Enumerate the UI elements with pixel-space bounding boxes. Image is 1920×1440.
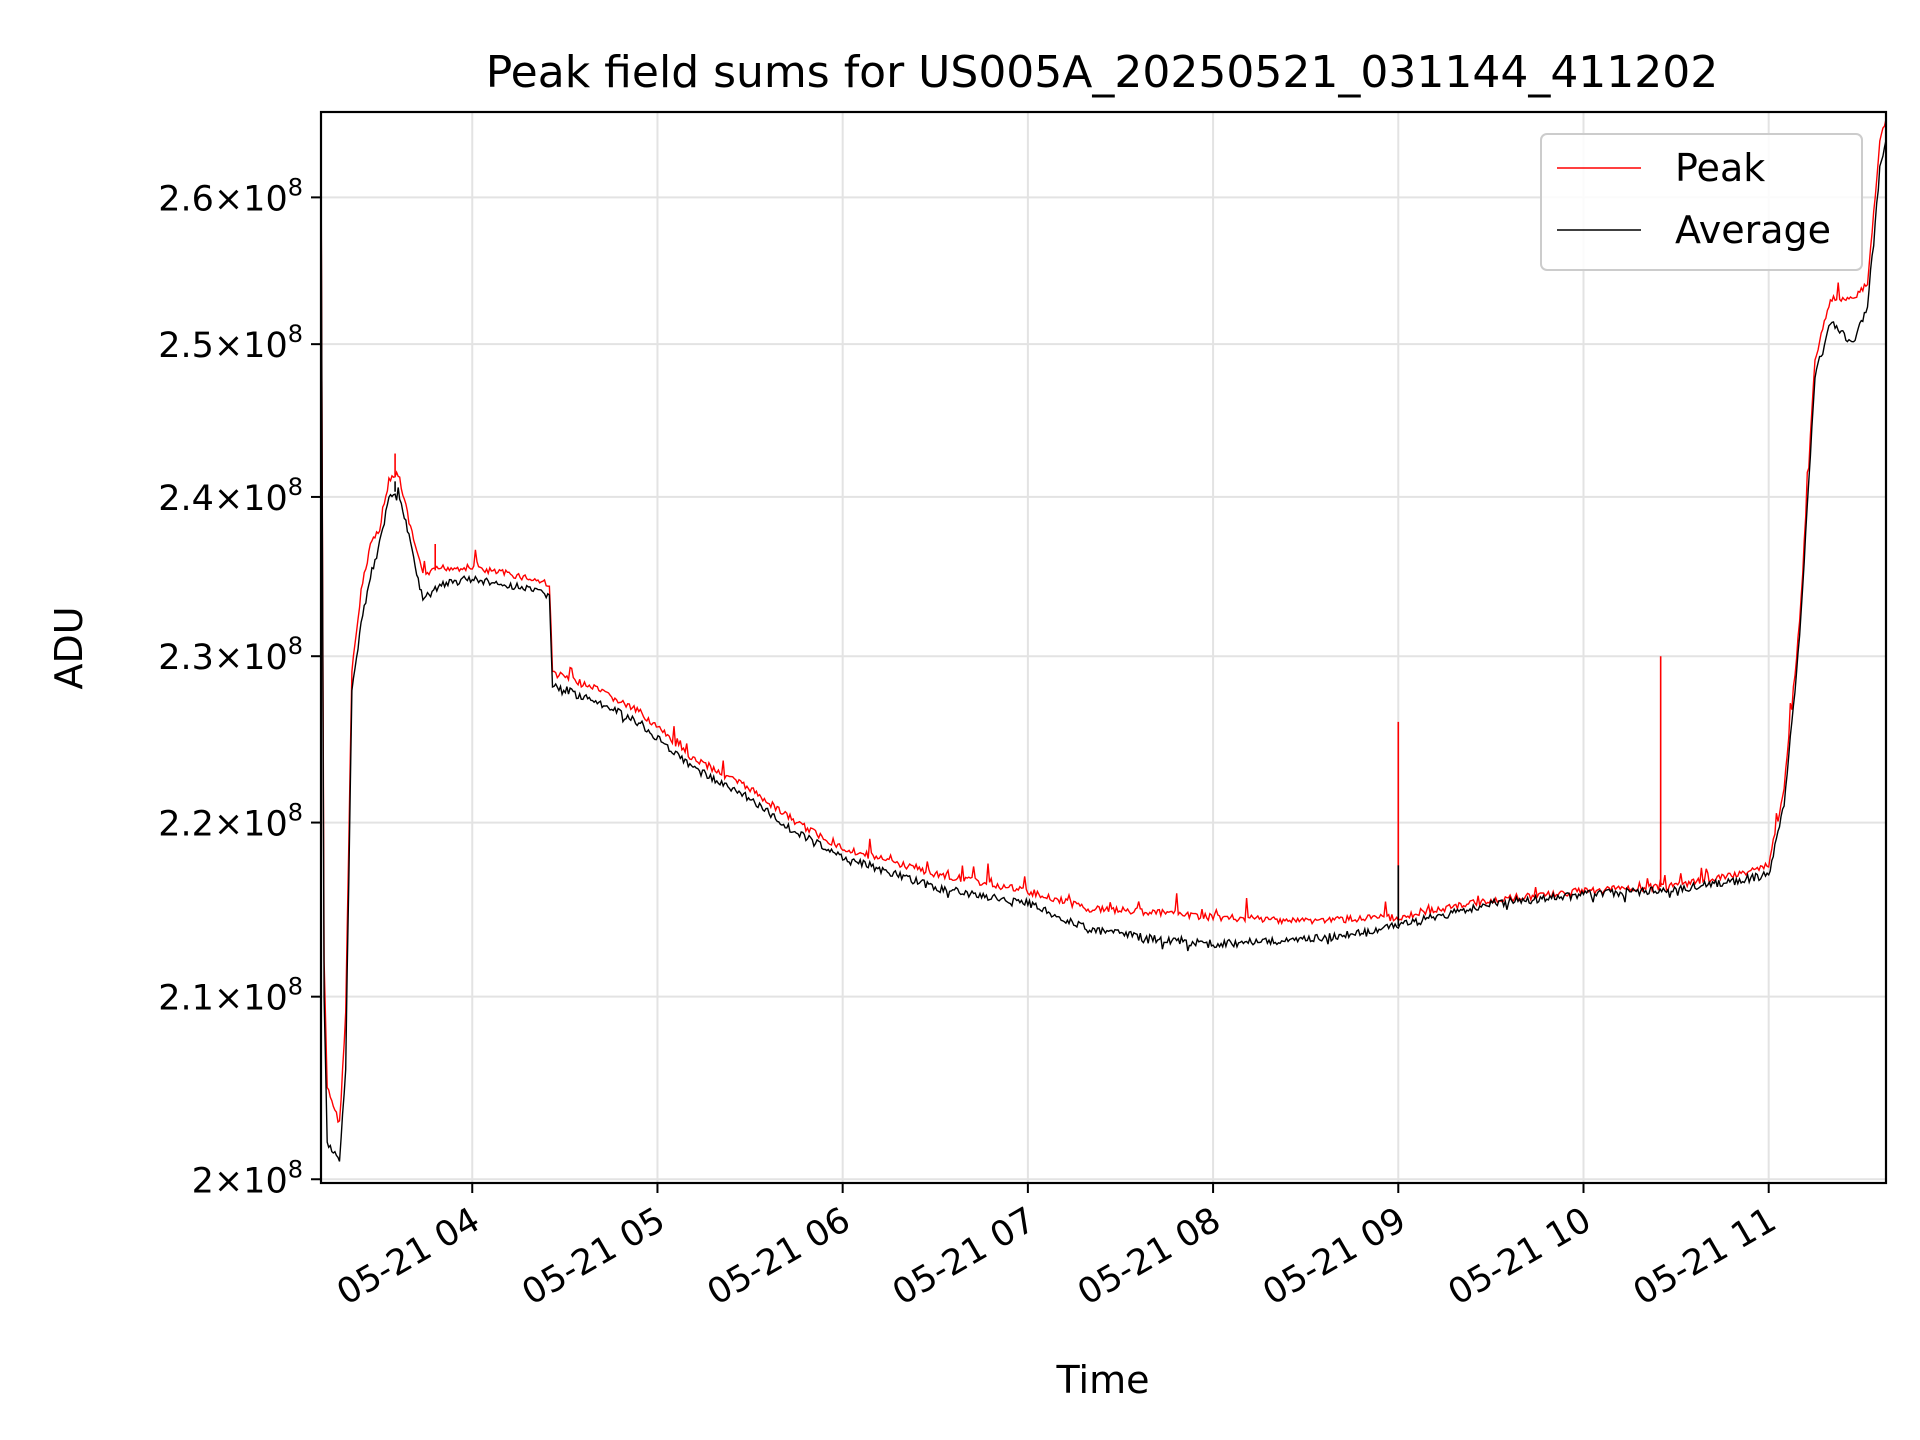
grid [321,112,1886,1183]
legend-label-average: Average [1675,208,1831,252]
plot-frame [319,110,1888,1185]
x-axis-label: Time [1056,1358,1150,1402]
y-axis-label: ADU [47,606,91,689]
y-tick-label: 2.6×108 [158,173,303,219]
chart-title: Peak field sums for US005A_20250521_0311… [486,47,1719,98]
y-axis: 2×108 2.1×108 2.2×108 2.3×108 2.4×108 2.5×108… [158,173,321,1201]
legend: Peak Average [1540,133,1863,271]
y-tick-label: 2.5×108 [158,320,303,366]
y-tick-label: 2.3×108 [158,632,303,678]
legend-label-peak: Peak [1675,146,1765,190]
series-line-peak [321,118,1886,1124]
series-line-average [321,140,1886,1162]
y-tick-label: 2.4×108 [158,473,303,519]
y-tick-label: 2.1×108 [158,973,303,1019]
series-layer [321,118,1886,1162]
y-tick-label: 2×108 [192,1155,303,1201]
y-tick-label: 2.2×108 [158,799,303,845]
